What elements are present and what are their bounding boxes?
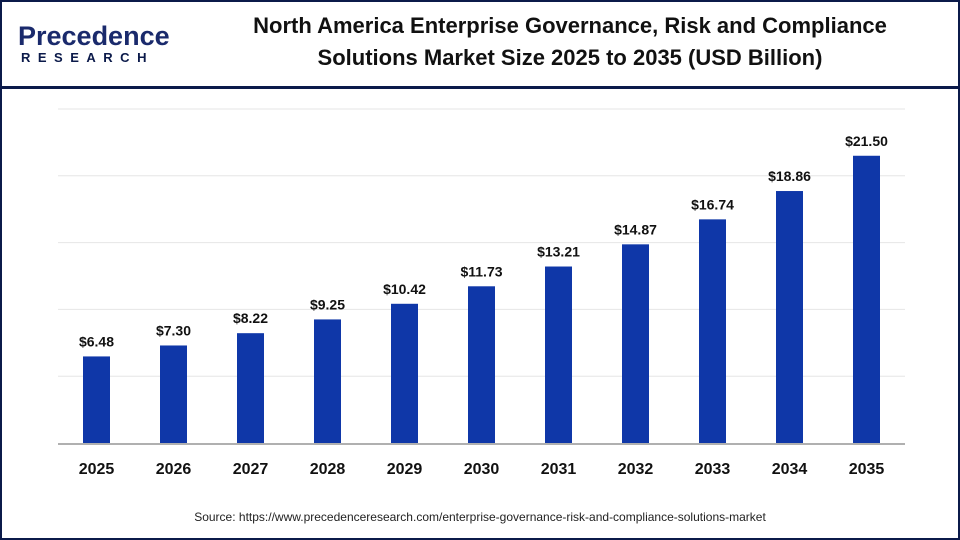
chart-title: North America Enterprise Governance, Ris… [190, 10, 950, 74]
x-tick-label-2032: 2032 [618, 461, 654, 478]
logo-name-top: Precedence [18, 21, 170, 51]
header-divider [0, 86, 960, 89]
data-label-2034: $18.86 [768, 168, 811, 184]
data-label-2025: $6.48 [79, 333, 114, 349]
bar-2029 [391, 303, 418, 443]
bar-2034 [776, 191, 803, 443]
x-tick-label-2031: 2031 [541, 461, 577, 478]
x-tick-label-2034: 2034 [772, 461, 808, 478]
x-tick-label-2028: 2028 [310, 461, 346, 478]
x-tick-label-2029: 2029 [387, 461, 423, 478]
logo-name-bottom: RESEARCH [21, 50, 154, 65]
bar-2028 [314, 319, 341, 443]
data-label-2032: $14.87 [614, 221, 657, 237]
x-tick-label-2025: 2025 [79, 461, 115, 478]
bar-2026 [160, 345, 187, 443]
data-label-2030: $11.73 [460, 263, 502, 279]
x-tick-label-2033: 2033 [695, 461, 731, 478]
bar-2032 [622, 244, 649, 443]
x-tick-label-2026: 2026 [156, 461, 192, 478]
data-label-2029: $10.42 [383, 281, 426, 297]
bar-2030 [468, 286, 495, 443]
bar-2033 [699, 219, 726, 443]
data-label-2028: $9.25 [310, 296, 345, 312]
bar-2027 [237, 333, 264, 443]
data-label-2027: $8.22 [233, 310, 268, 326]
logo: Precedence RESEARCH [18, 21, 170, 72]
data-label-2026: $7.30 [156, 322, 191, 338]
data-label-2031: $13.21 [537, 244, 580, 260]
x-tick-label-2030: 2030 [464, 461, 500, 478]
data-label-2033: $16.74 [691, 196, 734, 212]
bar-2035 [853, 155, 880, 443]
x-tick-label-2035: 2035 [849, 461, 885, 478]
bar-2025 [83, 356, 110, 443]
bar-2031 [545, 266, 572, 443]
source-text: Source: https://www.precedenceresearch.c… [194, 510, 766, 524]
x-tick-label-2027: 2027 [233, 461, 269, 478]
chart-title-line1: North America Enterprise Governance, Ris… [253, 13, 887, 38]
chart-title-line2: Solutions Market Size 2025 to 2035 (USD … [317, 45, 823, 70]
data-label-2035: $21.50 [845, 133, 888, 149]
